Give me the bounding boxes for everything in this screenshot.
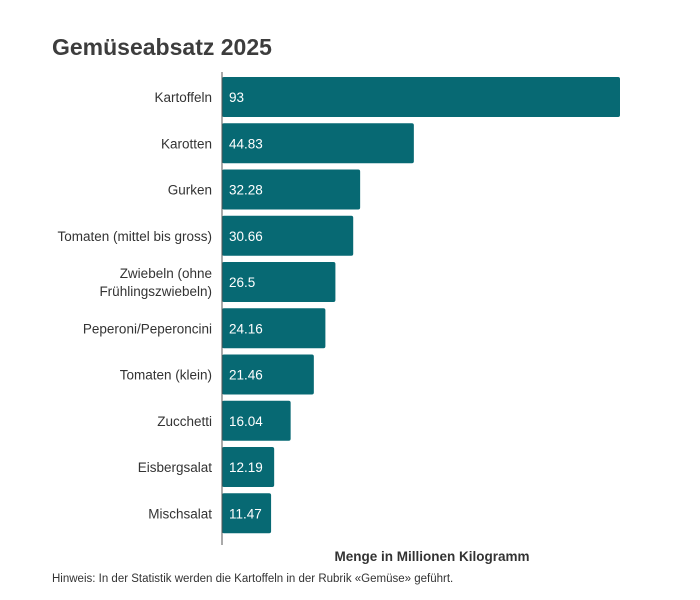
category-label: Zucchetti <box>157 414 212 429</box>
bar <box>222 169 361 210</box>
value-labels-group: 93 44.83 32.28 30.66 26.5 24.16 21.46 16.04 12.1… <box>229 90 263 521</box>
bar <box>222 262 336 302</box>
category-label: Gurken <box>168 183 212 198</box>
bar-value-label: 24.16 <box>229 321 263 336</box>
bar <box>222 447 275 487</box>
bar <box>222 493 272 534</box>
category-label: Tomaten (klein) <box>120 368 212 383</box>
category-label: Karotten <box>161 136 212 151</box>
category-label: Eisbergsalat <box>138 460 213 475</box>
category-label: Kartoffeln <box>154 90 212 105</box>
bar-value-label: 32.28 <box>229 183 263 198</box>
bar-value-label: 16.04 <box>229 414 263 429</box>
category-label: Zwiebeln (ohne Frühlingszwiebeln) <box>99 266 212 299</box>
bar-value-label: 30.66 <box>229 229 263 244</box>
category-label: Mischsalat <box>148 506 212 521</box>
bar-value-label: 11.47 <box>229 506 262 521</box>
bar <box>222 308 326 349</box>
bar-value-label: 44.83 <box>229 136 263 151</box>
bar <box>222 123 414 164</box>
bar <box>222 354 314 395</box>
bar-value-label: 21.46 <box>229 368 263 383</box>
bar-value-label: 26.5 <box>229 275 255 290</box>
bar <box>222 215 354 256</box>
bar-value-label: 93 <box>229 90 244 105</box>
bar <box>222 77 620 117</box>
category-label: Peperoni/Peperoncini <box>83 321 212 336</box>
bars-group <box>222 77 620 534</box>
bar-value-label: 12.19 <box>229 460 263 475</box>
footnote: Hinweis: In der Statistik werden die Kar… <box>52 573 454 585</box>
chart-title: Gemüseabsatz 2025 <box>52 34 272 60</box>
bar <box>222 400 291 441</box>
x-axis-title: Menge in Millionen Kilogramm <box>334 549 530 564</box>
category-labels-group: Kartoffeln Karotten Gurken Tomaten (mittel … <box>57 90 212 521</box>
category-label: Tomaten (mittel bis gross) <box>57 229 212 244</box>
